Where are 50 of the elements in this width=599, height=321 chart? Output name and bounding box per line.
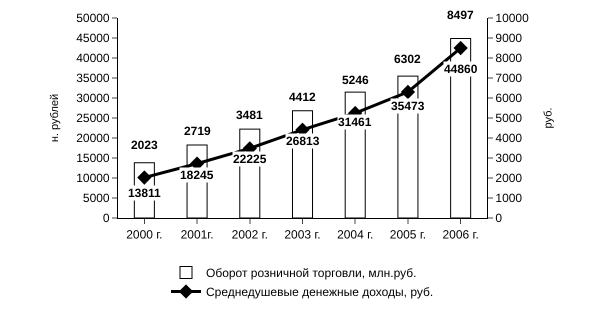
x-tick-label: 2002 г.: [232, 227, 268, 242]
point: [400, 84, 416, 100]
y2-tick-label: 1000: [495, 191, 522, 206]
x-tick-label: 2006 г.: [442, 227, 479, 242]
data-label: 26813: [286, 134, 320, 148]
y2-tick-label: 0: [495, 211, 502, 226]
data-label: 2023: [131, 138, 158, 152]
y-tick-label: 0: [102, 211, 110, 226]
data-label: 2719: [184, 124, 212, 138]
y2-tick-label: 10000: [495, 11, 530, 26]
y2-axis-title: руб.: [542, 108, 554, 128]
data-label: 22225: [233, 152, 267, 166]
y-tick-label: 10000: [76, 171, 110, 186]
data-label: 8497: [447, 8, 474, 22]
data-label: 18245: [180, 168, 214, 182]
x-tick-label: 2000 г.: [126, 227, 162, 242]
y-tick-label: 20000: [76, 131, 110, 146]
data-label: 4412: [289, 90, 316, 104]
y2-tick-label: 2000: [495, 171, 522, 186]
point: [453, 40, 468, 56]
x-tick-label: 2001г.: [180, 227, 214, 242]
y-tick-label: 30000: [76, 91, 110, 106]
y-tick-label: 35000: [76, 71, 110, 86]
y-tick-label: 25000: [76, 111, 110, 126]
y2-tick-label: 6000: [495, 91, 522, 106]
legend-label: Среднедушевые денежные доходы, руб.: [206, 285, 434, 300]
y2-tick-label: 7000: [495, 71, 522, 86]
data-label: 13811: [128, 186, 162, 200]
data-label: 31461: [338, 115, 372, 129]
x-tick-label: 2005 г.: [390, 227, 426, 242]
data-label: 3481: [236, 108, 264, 122]
data-label: 6302: [394, 52, 422, 66]
x-tick-label: 2003 г.: [284, 227, 321, 242]
y-tick-label: 40000: [76, 51, 110, 66]
y2-tick-label: 9000: [495, 31, 522, 46]
data-label: 35473: [391, 99, 425, 113]
data-label: 5246: [342, 73, 370, 87]
y2-tick-label: 3000: [495, 151, 522, 166]
y-tick-label: 45000: [76, 31, 110, 46]
y-axis-title: н. рублей: [48, 94, 61, 142]
legend-label: Оборот розничной торговли, млн.руб.: [206, 266, 416, 280]
data-label: 44860: [444, 62, 478, 76]
y2-tick-label: 8000: [495, 51, 522, 66]
y2-tick-label: 4000: [495, 131, 522, 146]
point: [137, 170, 152, 185]
x-tick-label: 2004 г.: [337, 227, 374, 242]
y-tick-label: 15000: [76, 151, 110, 166]
y2-tick-label: 5000: [495, 111, 522, 126]
y-tick-label: 5000: [82, 191, 110, 206]
y-tick-label: 50000: [76, 11, 110, 26]
